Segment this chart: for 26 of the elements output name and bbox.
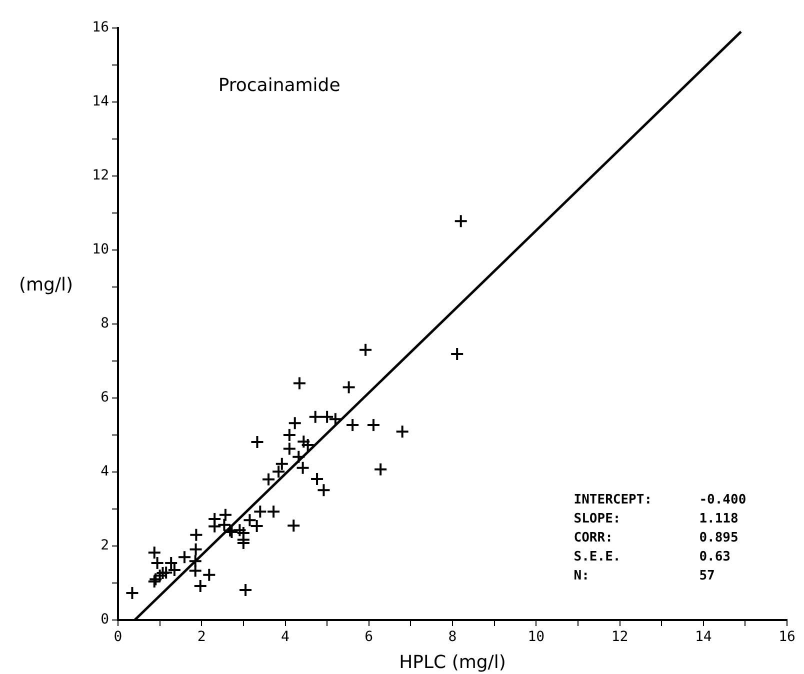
text: CORR: 0.895 bbox=[574, 530, 738, 546]
y-tick-label: 8 bbox=[100, 316, 109, 332]
x-tick-label: 12 bbox=[611, 629, 628, 646]
y-axis-title: (mg/l) bbox=[18, 274, 74, 296]
x-tick-label: 4 bbox=[281, 629, 290, 646]
text: INTERCEPT: -0.400 bbox=[574, 492, 746, 508]
y-tick-label: 2 bbox=[100, 538, 109, 554]
x-tick-label: 16 bbox=[778, 629, 796, 646]
x-tick-label: 6 bbox=[364, 629, 374, 646]
text: N: 57 bbox=[574, 568, 715, 584]
text: SLOPE: 1.118 bbox=[574, 511, 738, 526]
y-tick-label: 0 bbox=[100, 612, 109, 628]
x-tick-label: 14 bbox=[694, 629, 712, 646]
y-tick-label: 10 bbox=[92, 242, 109, 258]
x-tick-label: 10 bbox=[528, 629, 545, 646]
y-tick-label: 12 bbox=[92, 168, 109, 184]
x-axis-title: HPLC (mg/l) bbox=[399, 652, 506, 673]
text: Procainamide bbox=[218, 74, 340, 96]
text: S.E.E. 0.63 bbox=[574, 549, 731, 564]
x-tick-label: 8 bbox=[448, 629, 457, 646]
y-tick-label: 6 bbox=[100, 390, 109, 406]
y-tick-label: 16 bbox=[92, 20, 109, 36]
x-tick-label: 0 bbox=[114, 629, 122, 646]
x-tick-label: 2 bbox=[197, 629, 206, 646]
y-tick-label: 4 bbox=[100, 464, 109, 480]
y-tick-label: 14 bbox=[92, 94, 109, 110]
